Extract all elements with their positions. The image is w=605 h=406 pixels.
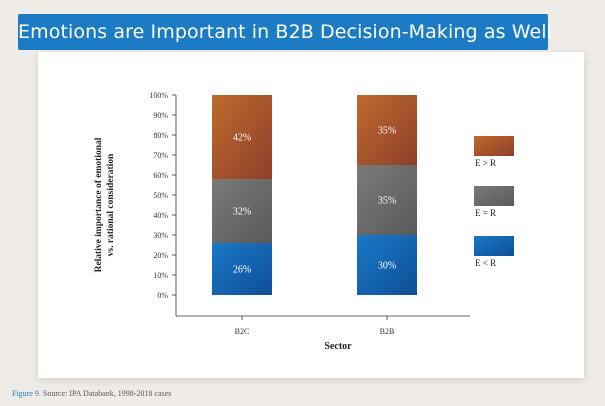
legend-swatch <box>474 186 514 206</box>
bar-segment <box>357 165 417 235</box>
y-tick-label: 20% <box>153 251 168 260</box>
y-axis-title-line2: vs. rational consideration <box>106 153 116 256</box>
x-tick-label: B2C <box>235 327 250 336</box>
y-tick-label: 50% <box>153 191 168 200</box>
bar-data-label: 35% <box>378 126 396 137</box>
y-tick-label: 30% <box>153 231 168 240</box>
legend-label: E < R <box>475 258 496 268</box>
legend-swatch <box>474 236 514 256</box>
chart-axes: 0% 10% 20% 30% 40% 50% 60% 70% 80% 90% 100% B2C B2B S… <box>94 91 470 352</box>
x-tick-label: B2B <box>380 327 395 336</box>
y-tick-label: 60% <box>153 171 168 180</box>
bar-data-label: 42% <box>233 133 251 144</box>
chart-legend: E > R E = R E < R <box>474 136 514 268</box>
bar-data-label: 35% <box>378 196 396 207</box>
y-tick-label: 40% <box>153 211 168 220</box>
bar-data-label: 30% <box>378 261 396 272</box>
bar-segment <box>212 95 272 179</box>
y-tick-label: 70% <box>153 151 168 160</box>
figure-caption: Figure 9. Source: IPA Databank, 1998-201… <box>12 389 171 398</box>
y-tick-label: 0% <box>157 291 168 300</box>
y-tick-label: 10% <box>153 271 168 280</box>
bar-segment <box>212 243 272 295</box>
bar-segment <box>357 95 417 165</box>
y-tick-label: 100% <box>149 91 168 100</box>
y-tick-label: 90% <box>153 111 168 120</box>
y-tick-label: 80% <box>153 131 168 140</box>
legend-label: E > R <box>475 158 496 168</box>
chart-card <box>38 52 584 378</box>
x-axis-title: Sector <box>324 341 352 352</box>
bar-data-label: 32% <box>233 207 251 218</box>
bar-segment <box>357 235 417 295</box>
figure-caption-label: Figure 9. <box>12 389 41 398</box>
legend-swatch <box>474 136 514 156</box>
bar-segment <box>212 179 272 243</box>
y-axis-title-line1: Relative importance of emotional <box>94 137 104 272</box>
bar-data-label: 26% <box>233 265 251 276</box>
page-title: Emotions are Important in B2B Decision-M… <box>18 14 552 50</box>
chart-bars: 26% 32% 42% 30% 35% 35% <box>212 95 417 295</box>
legend-label: E = R <box>475 208 496 218</box>
figure-caption-text: Source: IPA Databank, 1998-2018 cases <box>42 389 172 398</box>
